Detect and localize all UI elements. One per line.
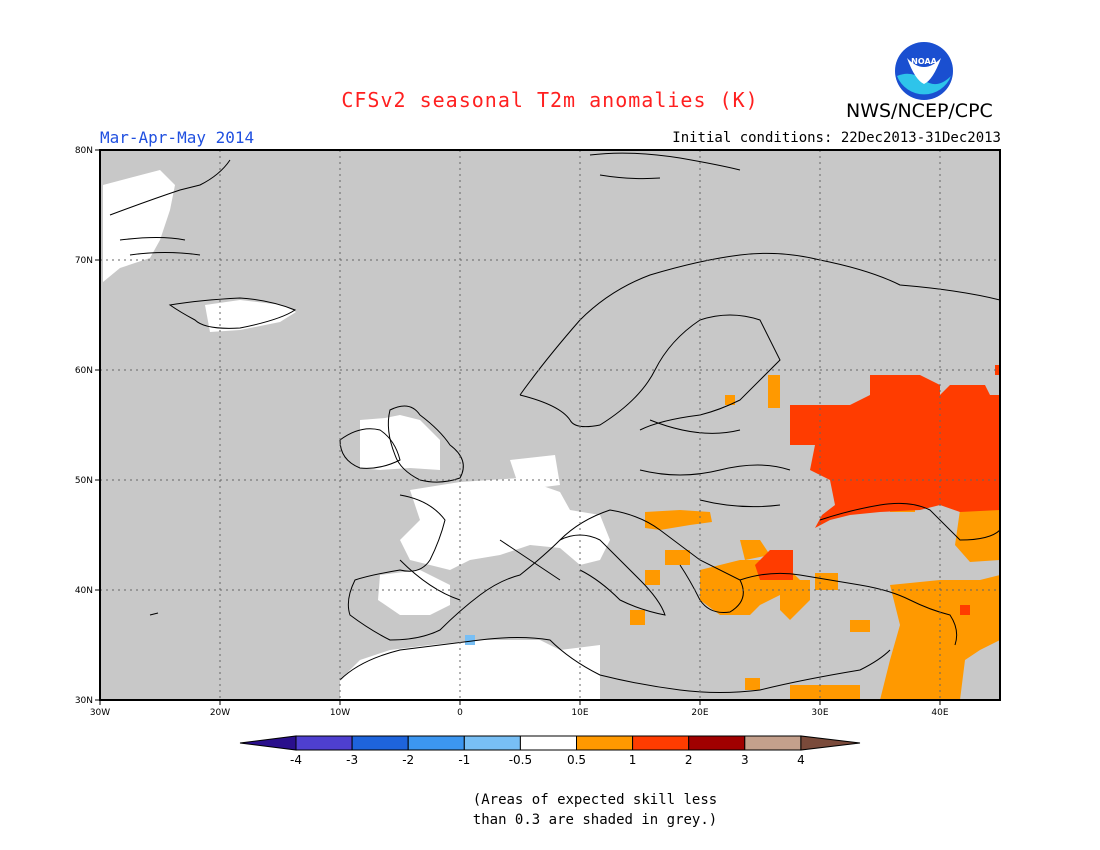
lon-label: 0: [457, 708, 463, 718]
colorbar-bin: [576, 735, 634, 751]
colorbar-bin: [519, 735, 578, 751]
lon-label: 40E: [931, 708, 948, 718]
skill-note-line1: (Areas of expected skill less: [472, 792, 718, 808]
colorbar-tick-label: 2: [685, 753, 693, 767]
colorbar-tick-label: -3: [346, 753, 358, 767]
colorbar-bin: [463, 735, 521, 751]
anatolia-coast: [739, 572, 958, 646]
map-title: CFSv2 seasonal T2m anomalies (K): [341, 88, 759, 112]
graticule: [100, 150, 1000, 700]
skill-note-line2: than 0.3 are shaded in grey.): [472, 812, 718, 828]
strong-warm-region-russia: [790, 375, 1000, 528]
logo-wave: [897, 73, 951, 95]
lat-label: 30N: [75, 696, 93, 706]
cool-anomaly-cell: [465, 635, 475, 645]
lon-label: 20E: [691, 708, 708, 718]
warm-region-anatolia: [815, 573, 838, 590]
colorbar-bin: [688, 735, 746, 751]
baltic-coast: [519, 314, 781, 431]
svalbard-coast: [589, 152, 741, 180]
warm-region-bulgaria: [740, 540, 770, 560]
logo-text: NOAA: [911, 57, 937, 66]
forecast-period: Mar-Apr-May 2014: [100, 128, 255, 147]
france-region: [400, 478, 610, 570]
noaa-logo: NOAA: [895, 42, 953, 100]
black-sea-coast: [819, 502, 1000, 541]
warm-region-egypt: [790, 685, 860, 700]
colorbar-tick-label: -4: [290, 753, 302, 767]
lon-label: 30W: [90, 708, 110, 718]
warm-region-libya: [745, 678, 760, 690]
map-frame: [99, 149, 1001, 701]
lon-label: 10E: [571, 708, 588, 718]
british-isles-region: [360, 415, 440, 470]
warm-region-baltic-2: [725, 395, 735, 405]
colorbar-tick-label: 3: [741, 753, 749, 767]
azores-coast: [149, 612, 159, 616]
colorbar-arrow-high: [800, 735, 861, 751]
warm-region-balkans-north: [645, 510, 712, 530]
lon-label: 10W: [330, 708, 350, 718]
strong-warm-region-aegean-north: [755, 550, 793, 580]
colorbar-tick-label: -0.5: [509, 753, 532, 767]
lat-label: 80N: [75, 146, 93, 156]
colorbar-bin: [351, 735, 409, 751]
axis-ticks: [95, 149, 941, 705]
benelux-region: [510, 455, 560, 490]
iceland-region: [205, 300, 296, 332]
warm-region-cyprus: [850, 620, 870, 632]
lat-label: 60N: [75, 366, 93, 376]
lat-label: 40N: [75, 586, 93, 596]
colorbar-tick-label: -2: [402, 753, 414, 767]
colorbar-tick-label: 1: [629, 753, 637, 767]
colorbar-bin: [632, 735, 690, 751]
lon-label: 30E: [811, 708, 828, 718]
colorbar-arrow-low: [239, 735, 297, 751]
colorbar-bin: [744, 735, 802, 751]
lat-label: 70N: [75, 256, 93, 266]
greenland-coast: [109, 159, 231, 256]
colorbar-tick-label: -1: [458, 753, 470, 767]
initial-conditions: Initial conditions: 22Dec2013-31Dec2013: [672, 130, 1001, 146]
warm-region-sicily: [630, 610, 645, 625]
colorbar-bin: [295, 735, 353, 751]
strong-warm-anomaly-regions: [755, 365, 1000, 615]
colorbar-tick-label: 0.5: [567, 753, 586, 767]
lat-label: 50N: [75, 476, 93, 486]
balkan-coast: [559, 509, 744, 613]
strong-warm-region-edge: [995, 365, 1000, 375]
agency-label: NWS/NCEP/CPC: [846, 100, 993, 122]
ireland-coast: [339, 428, 401, 469]
logo-gull: [907, 58, 941, 84]
near-normal-regions: [103, 170, 610, 700]
warm-region-baltic: [768, 375, 780, 408]
warm-region-caspian: [955, 510, 1000, 562]
lon-label: 20W: [210, 708, 230, 718]
colorbar-tick-label: 4: [797, 753, 805, 767]
strong-warm-region-levant: [960, 605, 970, 615]
colorbar-bin: [407, 735, 465, 751]
north-africa-coast: [339, 637, 891, 693]
warm-region-italy-south: [645, 570, 660, 585]
north-africa-region: [340, 640, 600, 700]
iberia-region: [378, 570, 450, 615]
iceland-coast: [168, 297, 297, 329]
warm-region-adriatic: [665, 550, 690, 565]
britain-coast: [387, 405, 464, 483]
western-europe-coast: [347, 494, 666, 641]
country-borders: [399, 419, 791, 601]
